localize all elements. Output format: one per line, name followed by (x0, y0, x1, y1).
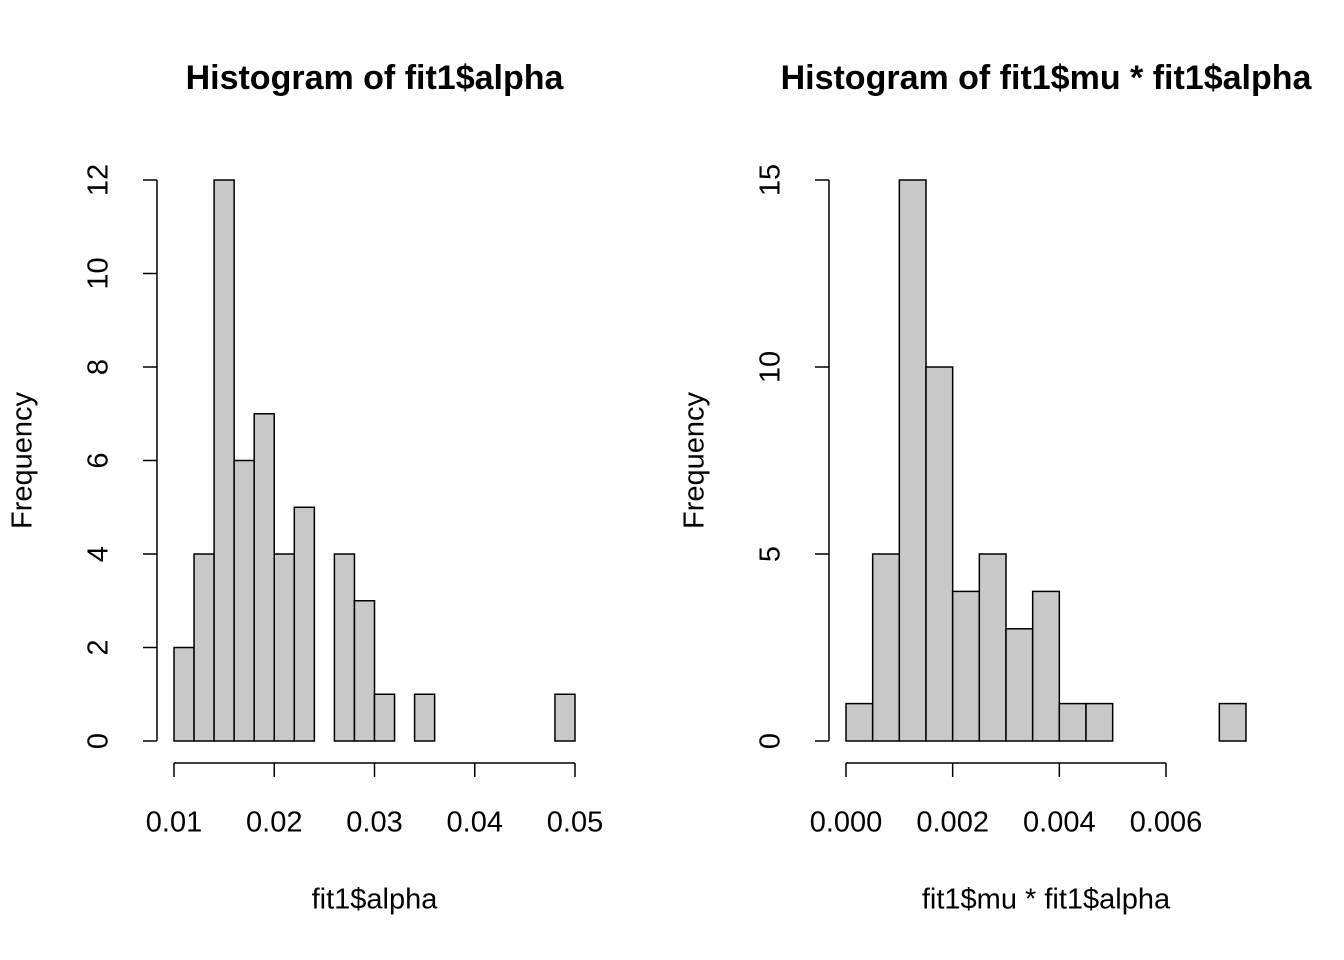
x-tick-label: 0.04 (447, 807, 503, 839)
x-tick-label: 0.000 (810, 807, 883, 839)
bar (1085, 702, 1114, 742)
bar (978, 553, 1007, 742)
y-tick-label: 5 (755, 546, 787, 562)
bar (898, 179, 927, 742)
y-tick-label: 10 (83, 257, 115, 289)
y-axis-label: Frequency (7, 391, 39, 529)
bar (293, 506, 316, 742)
bar (353, 600, 376, 742)
y-tick-label: 6 (83, 452, 115, 468)
bar (554, 693, 576, 742)
bar (193, 553, 215, 742)
bar (373, 693, 396, 742)
bar (845, 702, 874, 742)
bar (871, 553, 901, 742)
y-axis-label: Frequency (679, 391, 711, 529)
bar (925, 366, 954, 742)
y-tick-label: 2 (83, 639, 115, 655)
bar (951, 590, 981, 742)
y-tick-label: 8 (83, 359, 115, 375)
bar (273, 553, 296, 742)
y-tick-label: 0 (83, 733, 115, 749)
chart-title: Histogram of fit1$mu * fit1$alpha (781, 59, 1313, 97)
bar (233, 459, 255, 742)
bar (1031, 590, 1061, 742)
x-tick-label: 0.02 (246, 807, 302, 839)
y-tick-label: 12 (83, 164, 115, 196)
x-axis-label: fit1$mu * fit1$alpha (922, 884, 1171, 916)
y-tick-label: 4 (83, 546, 115, 562)
y-tick-label: 15 (755, 164, 787, 196)
x-tick-label: 0.01 (146, 807, 202, 839)
bar (253, 413, 275, 742)
x-tick-label: 0.006 (1130, 807, 1203, 839)
chart-title: Histogram of fit1$alpha (186, 59, 565, 97)
y-tick-label: 10 (755, 351, 787, 383)
x-axis-label: fit1$alpha (312, 884, 439, 916)
x-tick-label: 0.03 (346, 807, 402, 839)
bar (1218, 702, 1247, 742)
x-tick-label: 0.002 (916, 807, 989, 839)
bar (173, 646, 195, 742)
bar (1005, 628, 1034, 742)
x-tick-label: 0.05 (547, 807, 603, 839)
bar (1058, 702, 1087, 742)
y-tick-label: 0 (755, 733, 787, 749)
bar (333, 553, 356, 742)
bar (213, 179, 235, 742)
bar (413, 693, 436, 742)
x-tick-label: 0.004 (1023, 807, 1096, 839)
